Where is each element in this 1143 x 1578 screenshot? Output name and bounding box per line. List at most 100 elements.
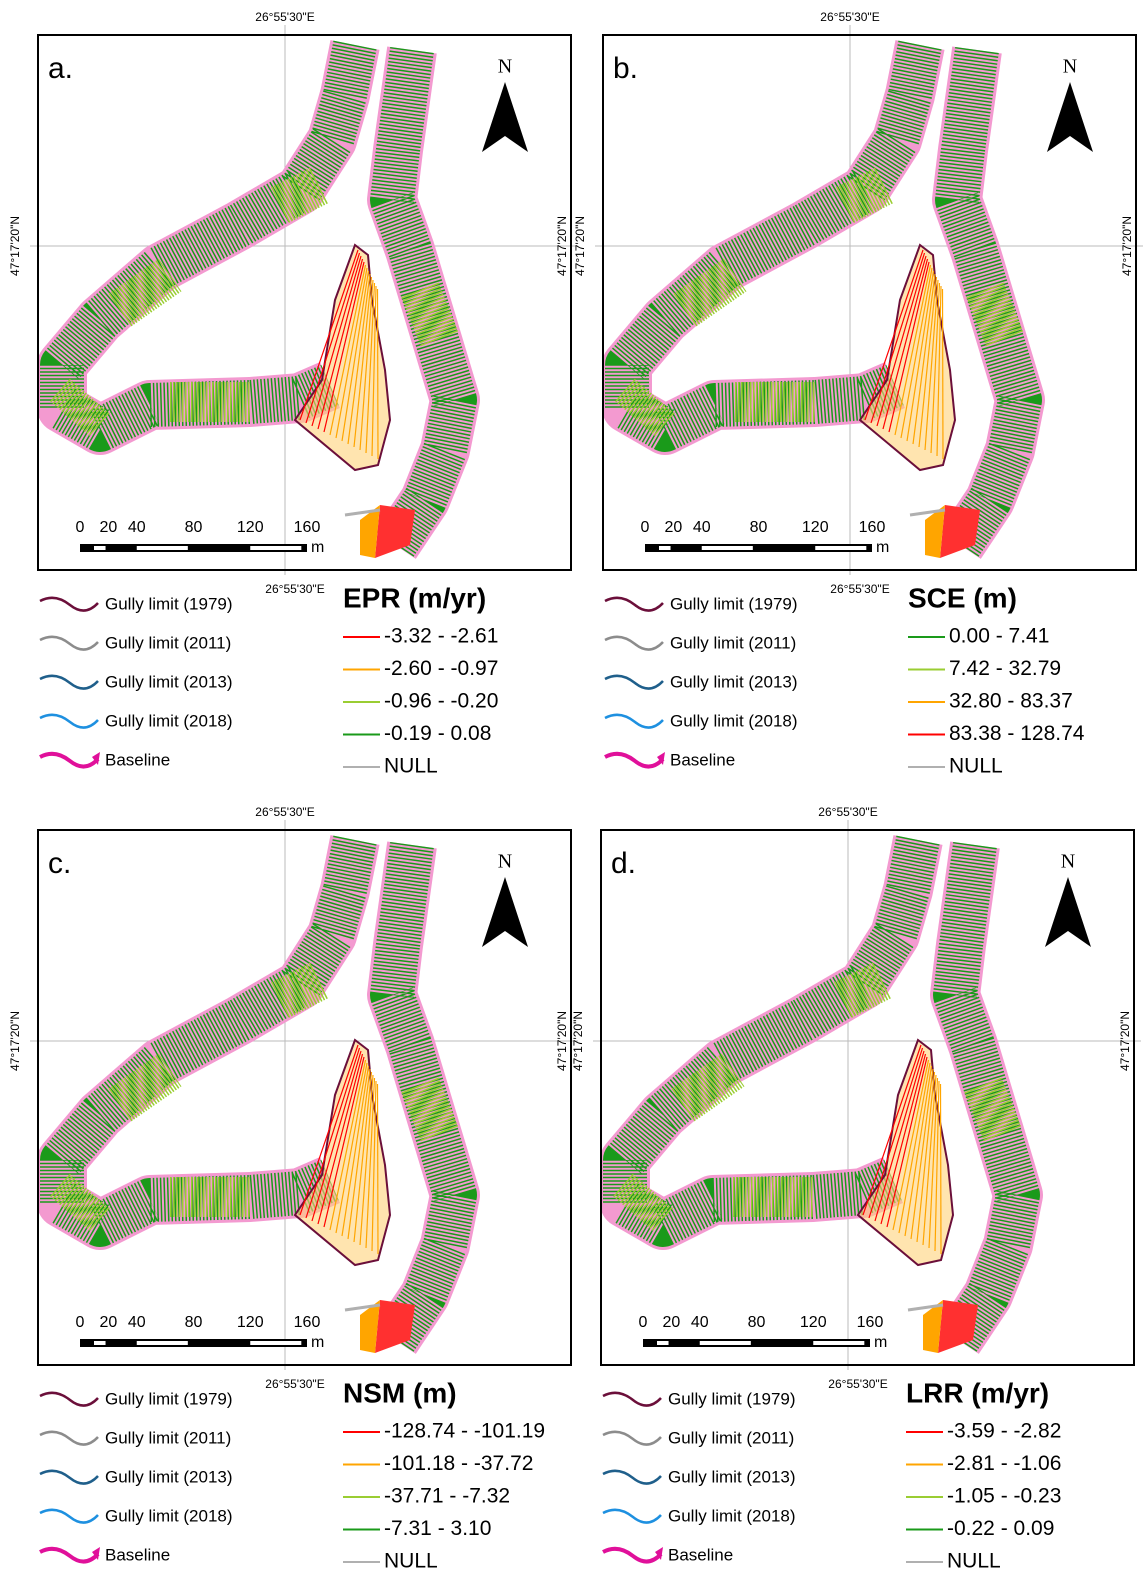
scale-label: 120 [237,519,264,536]
map-frame [602,34,1137,571]
gully-map [602,40,1045,559]
transect [924,279,939,451]
gully-band [933,841,1040,1353]
legend-symbol [92,752,100,765]
legend-label: Gully limit (2018) [670,711,798,730]
transect [928,1077,939,1249]
transect [906,270,935,442]
scale-label: 0 [76,1314,85,1331]
scale-label: 80 [185,519,203,536]
transect [864,249,924,421]
scale-segment [815,546,867,550]
legend-symbol [655,1547,663,1560]
legend-label: Gully limit (2011) [670,633,796,652]
coord-top: 26°55'30"E [255,10,314,24]
legend-symbol [604,713,664,729]
transect [371,285,377,457]
transect [305,1047,361,1219]
transect [311,1050,362,1222]
scale-segment [94,546,106,550]
scale-label: 40 [693,519,711,536]
scale-label: 160 [294,1314,321,1331]
scale-segment [250,1341,302,1345]
north-label: N [498,851,512,873]
legend-label: Gully limit (2018) [668,1506,796,1525]
coord-bottom: 26°55'30"E [265,582,324,596]
null-transect [907,1303,944,1312]
gully-lobe [375,505,415,558]
transect [311,255,362,427]
transect [365,1077,376,1249]
legend-symbol [604,635,664,651]
transect [922,1074,937,1246]
scale-segment [701,546,753,550]
transect [347,1068,371,1240]
scale-segment [250,546,302,550]
transect [353,1071,373,1243]
legend-label: Gully limit (2018) [105,711,233,730]
transect [359,279,374,451]
transect [904,1065,933,1237]
class-label: -2.81 - -1.06 [947,1452,1061,1475]
scale-label: 20 [99,519,117,536]
gully-lobe [923,1300,943,1353]
transect [930,282,941,454]
transect [882,258,929,430]
transect [934,1080,940,1252]
gully-lobe [940,505,980,558]
class-label: -2.60 - -0.97 [384,657,498,680]
transect [323,1056,365,1228]
transect [892,1059,930,1231]
transect [870,252,926,424]
legend-symbol [39,674,99,690]
class-label: 83.38 - 128.74 [949,722,1085,745]
scale-label: 120 [800,1314,827,1331]
transect [376,288,379,460]
north-arrow [482,82,528,152]
transect [886,1056,928,1228]
coord-left: 47°17'20"N [8,216,22,276]
class-label: -0.19 - 0.08 [384,722,491,745]
scale-label: 80 [185,1314,203,1331]
legend-label: Gully limit (1979) [105,594,233,613]
scale-label: 160 [294,519,321,536]
gully-map [37,40,480,559]
scale-label: 20 [664,519,682,536]
legend-symbol [602,1546,663,1564]
map-frame [600,829,1135,1366]
scale-unit: m [874,1334,887,1351]
coord-left: 47°17'20"N [571,1011,585,1071]
legend-label: Baseline [670,750,735,769]
transect [916,1071,936,1243]
legend-label: Gully limit (1979) [668,1389,796,1408]
coord-right: 47°17'20"N [555,1011,569,1071]
transect [347,273,371,445]
panel-label: d. [611,847,636,880]
coord-left: 47°17'20"N [573,216,587,276]
coord-left: 47°17'20"N [8,1011,22,1071]
scale-bar [80,544,307,552]
class-label: NULL [384,1550,438,1573]
coord-bottom: 26°55'30"E [828,1377,887,1391]
transect [910,1068,934,1240]
legend-label: Gully limit (2011) [668,1428,794,1447]
gully-band [370,841,477,1353]
transect [359,1074,374,1246]
class-label: -128.74 - -101.19 [384,1420,545,1443]
gully-segment [271,167,329,223]
scale-unit: m [311,1334,324,1351]
panel-label: b. [613,52,638,85]
scale-label: 160 [857,1314,884,1331]
map-frame [37,829,572,1366]
transect [341,1065,370,1237]
legend-title: NSM (m) [343,1377,457,1408]
transect [868,1047,924,1219]
map-frame [37,34,572,571]
gully-segment [671,1053,745,1122]
north-label: N [498,56,512,78]
scale-label: 0 [76,519,85,536]
gully-segment [108,258,182,327]
legend-label: Gully limit (2013) [105,1467,233,1486]
transect [888,261,930,433]
